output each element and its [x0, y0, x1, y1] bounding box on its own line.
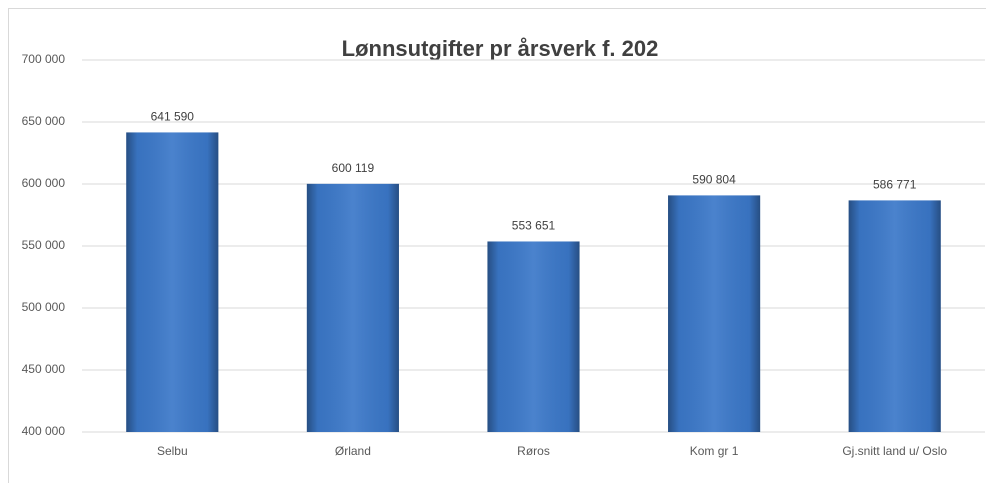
- x-tick-label: Selbu: [157, 444, 188, 458]
- y-tick-label: 550 000: [22, 238, 66, 252]
- bar: [307, 184, 399, 432]
- bar: [668, 195, 760, 432]
- value-label: 641 590: [151, 110, 195, 124]
- chart-title: Lønnsutgifter pr årsverk f. 202: [342, 36, 659, 61]
- x-tick-label: Kom gr 1: [690, 444, 739, 458]
- y-tick-label: 650 000: [22, 114, 66, 128]
- bar: [849, 200, 941, 432]
- value-label: 590 804: [692, 173, 736, 187]
- value-label: 586 771: [873, 178, 917, 192]
- value-label: 553 651: [512, 219, 556, 233]
- x-tick-label: Ørland: [335, 444, 371, 458]
- x-tick-label: Gj.snitt land u/ Oslo: [842, 444, 947, 458]
- y-tick-label: 450 000: [22, 362, 66, 376]
- bar: [487, 241, 579, 432]
- y-tick-label: 400 000: [22, 424, 66, 438]
- x-tick-label: Røros: [517, 444, 550, 458]
- value-label: 600 119: [332, 161, 375, 175]
- y-tick-label: 600 000: [22, 176, 66, 190]
- y-tick-label: 700 000: [22, 52, 66, 66]
- bar: [126, 132, 218, 432]
- y-tick-label: 500 000: [22, 300, 66, 314]
